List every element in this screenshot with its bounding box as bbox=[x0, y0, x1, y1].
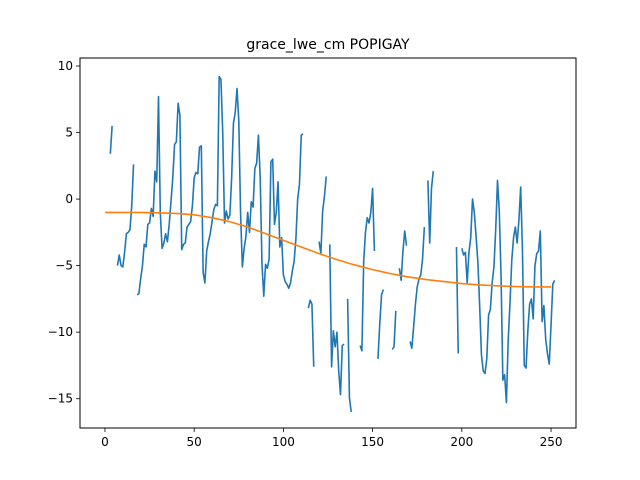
x-tick-label: 0 bbox=[101, 435, 109, 449]
x-tick-label: 50 bbox=[187, 435, 202, 449]
y-tick-label: −10 bbox=[48, 325, 73, 339]
series-line-observed bbox=[318, 176, 328, 255]
y-tick-label: −5 bbox=[55, 259, 73, 273]
plot-frame bbox=[79, 57, 577, 429]
y-tick-label: 10 bbox=[58, 59, 73, 73]
y-tick-label: 0 bbox=[65, 192, 73, 206]
series-line-observed bbox=[409, 226, 426, 349]
series-line-trend bbox=[104, 211, 552, 288]
x-tick-label: 150 bbox=[361, 435, 384, 449]
series-line-observed bbox=[377, 289, 385, 359]
series-line-observed bbox=[359, 187, 376, 352]
series-line-observed bbox=[455, 246, 460, 354]
series-line-observed bbox=[109, 125, 113, 154]
x-tick-label: 250 bbox=[540, 435, 563, 449]
series-line-observed bbox=[328, 244, 345, 396]
chart-title: grace_lwe_cm POPIGAY bbox=[246, 37, 410, 53]
series-line-observed bbox=[307, 299, 315, 367]
y-tick-label: 5 bbox=[65, 126, 73, 140]
x-tick-label: 100 bbox=[272, 435, 295, 449]
series-line-observed bbox=[116, 164, 135, 268]
y-axis-ticks: −15 −10 −5 0 5 10 bbox=[48, 59, 80, 406]
series-line-observed bbox=[461, 179, 556, 404]
series-line-observed bbox=[391, 310, 397, 350]
x-axis-ticks: 0 50 100 150 200 250 bbox=[101, 428, 562, 449]
series-line-observed bbox=[398, 230, 408, 282]
series-line-observed bbox=[427, 171, 435, 244]
y-tick-label: −15 bbox=[48, 392, 73, 406]
series-line-observed bbox=[346, 298, 352, 413]
series-line-observed bbox=[136, 75, 304, 298]
plot-lines bbox=[104, 75, 556, 413]
x-tick-label: 200 bbox=[450, 435, 473, 449]
